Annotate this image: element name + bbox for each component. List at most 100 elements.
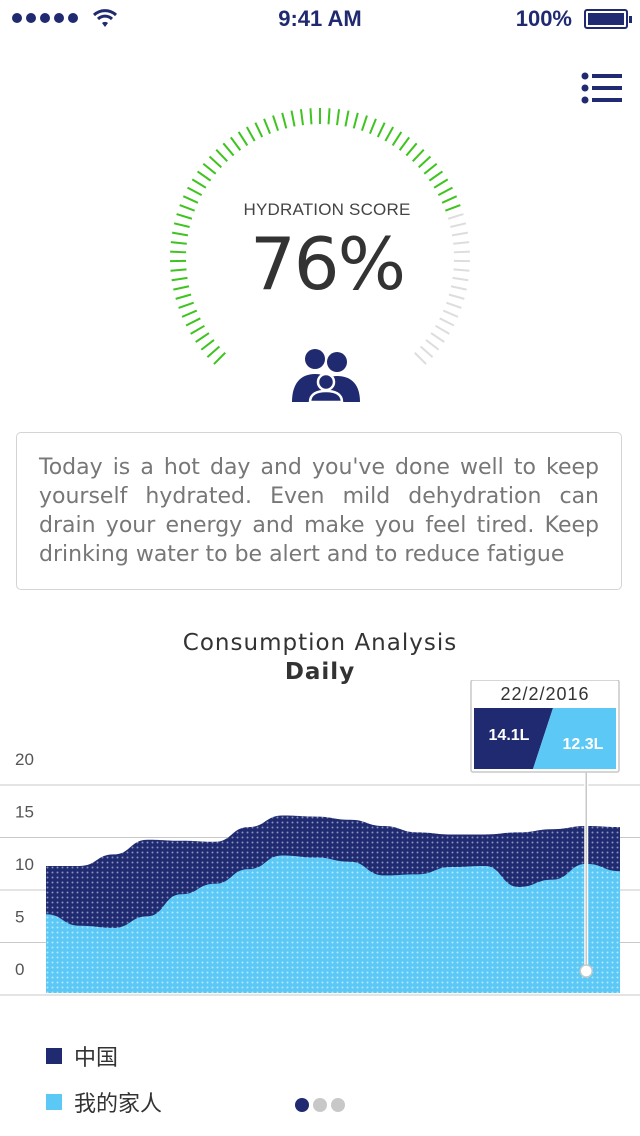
gauge-tick-empty bbox=[425, 339, 440, 351]
gauge-tick-filled bbox=[181, 309, 198, 318]
gauge-tick-filled bbox=[441, 195, 458, 204]
gauge-tick-empty bbox=[435, 324, 450, 335]
gauge-tick-filled bbox=[213, 352, 226, 365]
gauge-tick-filled bbox=[411, 149, 425, 162]
gauge-tick-filled bbox=[230, 136, 242, 151]
gauge-tick-empty bbox=[447, 213, 464, 220]
gauge-tick-filled bbox=[171, 276, 188, 282]
hydration-score-value: 76% bbox=[249, 222, 406, 306]
signal-dots-icon bbox=[12, 13, 78, 23]
gauge-tick-filled bbox=[175, 293, 192, 300]
page-dot[interactable] bbox=[331, 1098, 345, 1112]
gauge-tick-filled bbox=[208, 155, 222, 169]
page-indicator[interactable] bbox=[295, 1098, 345, 1112]
legend-label: 我的家人 bbox=[74, 1092, 163, 1117]
gauge-tick-filled bbox=[391, 131, 403, 146]
gauge-tick-filled bbox=[376, 122, 386, 138]
wifi-icon bbox=[92, 9, 118, 27]
gauge-tick-filled bbox=[405, 142, 418, 157]
gauge-tick-empty bbox=[414, 352, 427, 365]
gauge-tick-filled bbox=[384, 126, 395, 142]
legend-item-family: 我的家人 bbox=[46, 1086, 162, 1118]
consumption-area-chart[interactable]: 20 15 10 5 0 22/2/2016 14.1L 12.3L bbox=[0, 680, 640, 1000]
gauge-tick-filled bbox=[418, 155, 432, 169]
legend-item-china: 中国 bbox=[46, 1040, 118, 1072]
gauge-tick-filled bbox=[437, 186, 453, 197]
page-dot[interactable] bbox=[313, 1098, 327, 1112]
y-tick-label: 20 bbox=[15, 750, 34, 769]
gauge-tick-filled bbox=[254, 122, 264, 138]
gauge-tick-filled bbox=[176, 213, 193, 220]
y-tick-label: 10 bbox=[15, 855, 34, 874]
gauge-tick-filled bbox=[215, 149, 229, 162]
gauge-tick-filled bbox=[344, 110, 350, 127]
gauge-tick-filled bbox=[398, 136, 410, 151]
y-tick-label: 15 bbox=[15, 803, 34, 822]
gauge-tick-filled bbox=[272, 115, 280, 132]
gauge-tick-filled bbox=[170, 241, 187, 245]
status-time: 9:41 AM bbox=[278, 6, 362, 31]
gauge-tick-filled bbox=[171, 231, 189, 237]
gauge-tick-filled bbox=[237, 131, 249, 146]
gauge-tick-filled bbox=[309, 108, 313, 125]
gauge-tick-filled bbox=[173, 222, 190, 228]
gauge-tick-filled bbox=[428, 170, 444, 182]
gauge-tick-filled bbox=[200, 339, 215, 351]
chart-title: Consumption Analysis bbox=[182, 630, 458, 656]
tooltip-value-family: 12.3L bbox=[563, 736, 604, 753]
gauge-tick-filled bbox=[182, 195, 199, 204]
page-dot[interactable] bbox=[295, 1098, 309, 1112]
gauge-tick-empty bbox=[450, 285, 467, 291]
gauge-tick-filled bbox=[185, 317, 201, 327]
gauge-tick-empty bbox=[453, 250, 470, 254]
legend-label: 中国 bbox=[74, 1046, 119, 1071]
legend-swatch-cyan bbox=[46, 1094, 62, 1110]
gauge-tick-filled bbox=[195, 332, 210, 343]
hydration-score-label: HYDRATION SCORE bbox=[243, 200, 411, 219]
tooltip-value-bg-navy bbox=[474, 708, 553, 769]
gauge-tick-filled bbox=[299, 109, 304, 126]
family-icon[interactable] bbox=[288, 346, 364, 404]
y-tick-label: 0 bbox=[15, 960, 24, 979]
gauge-tick-filled bbox=[445, 204, 461, 212]
gauge-tick-empty bbox=[446, 301, 462, 309]
gauge-tick-filled bbox=[360, 115, 368, 132]
gauge-tick-empty bbox=[451, 231, 469, 237]
tooltip-value-bg-cyan bbox=[533, 708, 616, 769]
hydration-message-card: Today is a hot day and you've done well … bbox=[16, 432, 622, 590]
gauge-tick-filled bbox=[433, 178, 449, 189]
gauge-tick-filled bbox=[206, 345, 221, 358]
gauge-tick-filled bbox=[191, 178, 207, 189]
battery-icon bbox=[584, 9, 632, 29]
hydration-gauge bbox=[170, 108, 470, 365]
gauge-tick-empty bbox=[442, 309, 459, 318]
gauge-tick-empty bbox=[453, 241, 470, 245]
list-menu-icon[interactable] bbox=[580, 72, 624, 106]
tooltip-date: 22/2/2016 bbox=[500, 684, 589, 704]
gauge-tick-filled bbox=[327, 108, 331, 125]
gauge-tick-filled bbox=[187, 186, 203, 197]
gauge-tick-filled bbox=[281, 112, 288, 129]
gauge-tick-empty bbox=[419, 345, 434, 358]
gauge-tick-filled bbox=[179, 204, 195, 212]
gauge-tick-empty bbox=[450, 222, 467, 228]
gauge-tick-filled bbox=[290, 110, 296, 127]
gauge-tick-filled bbox=[222, 142, 235, 157]
gauge-tick-empty bbox=[453, 268, 470, 272]
gauge-tick-filled bbox=[196, 170, 212, 182]
gauge-tick-filled bbox=[263, 118, 271, 135]
gauge-tick-filled bbox=[336, 109, 341, 126]
gauge-tick-empty bbox=[448, 293, 465, 300]
gauge-tick-empty bbox=[452, 276, 469, 282]
legend-swatch-navy bbox=[46, 1048, 62, 1064]
gauge-tick-filled bbox=[423, 162, 438, 175]
gauge-tick-filled bbox=[352, 112, 359, 129]
tooltip-value-china: 14.1L bbox=[489, 727, 530, 744]
tooltip-point[interactable] bbox=[579, 964, 593, 978]
gauge-tick-filled bbox=[245, 126, 256, 142]
gauge-tick-filled bbox=[202, 162, 217, 175]
gauge-tick-empty bbox=[439, 317, 455, 327]
hydration-message-text: Today is a hot day and you've done well … bbox=[39, 455, 599, 567]
status-bar: 9:41 AM 100% bbox=[0, 0, 640, 40]
series-area-family[interactable] bbox=[46, 855, 620, 993]
